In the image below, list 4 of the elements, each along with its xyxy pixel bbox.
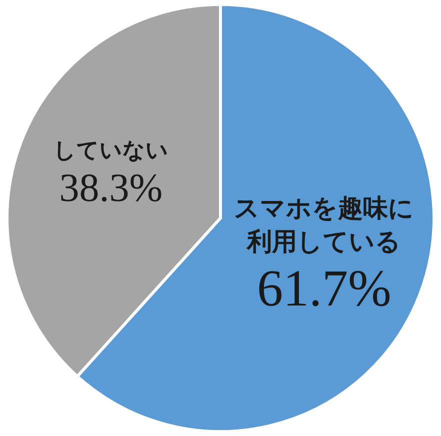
slice-label: していない bbox=[53, 138, 168, 164]
data-label: 38.3% bbox=[59, 165, 163, 210]
data-label: 61.7% bbox=[256, 260, 392, 318]
slice-label: スマホを趣味に利用している bbox=[234, 193, 414, 256]
